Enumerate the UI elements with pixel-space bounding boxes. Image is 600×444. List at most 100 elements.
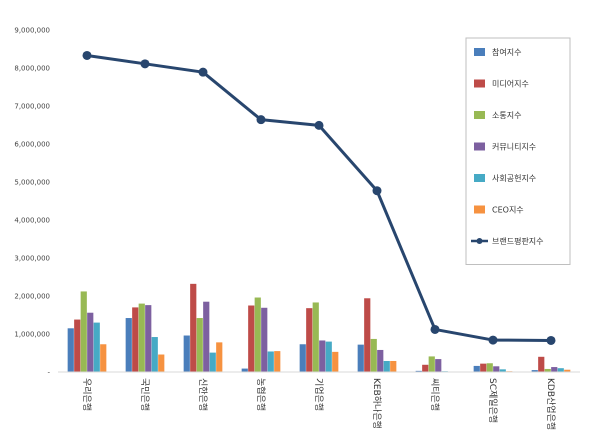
bar <box>248 305 255 372</box>
bar <box>151 337 158 372</box>
line-point <box>546 335 556 345</box>
bar <box>312 302 319 372</box>
legend-swatch-marker <box>476 238 483 244</box>
bar <box>138 303 145 372</box>
category-label: 농협은행 <box>255 378 267 411</box>
line-point <box>82 50 92 60</box>
bar <box>473 365 480 372</box>
bar <box>183 335 190 372</box>
y-tick-label: 1,000,000 <box>14 331 50 339</box>
y-tick-label: - <box>47 369 50 377</box>
y-tick-label: 2,000,000 <box>14 293 50 301</box>
bar <box>428 356 435 372</box>
category-label: KEB하나은행 <box>371 378 383 429</box>
y-axis: - 1,000,000 2,000,000 3,000,000 4,000,000 5,0… <box>14 27 50 377</box>
line-point <box>140 59 150 69</box>
legend-label: 사회공헌지수 <box>492 174 536 183</box>
y-tick-label: 4,000,000 <box>14 217 50 225</box>
legend-label: CEO지수 <box>492 206 524 215</box>
bar <box>158 354 165 372</box>
legend-swatch <box>474 142 485 151</box>
bar <box>299 344 306 372</box>
line-point <box>256 115 266 125</box>
bar <box>74 319 81 372</box>
bar <box>377 349 384 372</box>
bar <box>80 291 87 372</box>
bar <box>216 342 223 372</box>
category-label: 기업은행 <box>313 378 325 411</box>
bar <box>254 297 261 372</box>
legend-swatch <box>474 174 485 182</box>
brand-index-line <box>82 50 556 345</box>
bar <box>132 307 139 372</box>
bar <box>125 318 132 372</box>
bar <box>480 363 487 372</box>
bar <box>486 363 493 372</box>
bar <box>544 368 551 372</box>
bar <box>415 370 422 372</box>
y-tick-label: 9,000,000 <box>14 27 50 35</box>
legend-swatch <box>474 48 485 56</box>
bar <box>364 298 371 372</box>
legend-swatch <box>474 111 485 119</box>
bar <box>370 338 377 372</box>
bar <box>551 367 558 372</box>
bar <box>203 301 210 372</box>
category-label: KDB산업은행 <box>545 378 557 430</box>
y-tick-label: 6,000,000 <box>14 141 50 149</box>
bar <box>209 352 216 372</box>
line-point <box>198 67 208 77</box>
bar <box>383 360 390 372</box>
bar <box>190 283 197 372</box>
bar <box>100 344 107 372</box>
legend-swatch <box>474 79 485 88</box>
x-axis: 우리은행 국민은행 신한은행 농협은행 기업은행 KEB하나은행 씨티은행 SC제일은행 KDB… <box>58 371 580 430</box>
category-label: 우리은행 <box>81 378 93 411</box>
y-tick-label: 5,000,000 <box>14 179 50 187</box>
bar <box>557 368 564 372</box>
bar <box>93 322 100 372</box>
bar <box>332 351 339 372</box>
bar <box>261 307 268 372</box>
bars <box>67 283 571 372</box>
category-label: 신한은행 <box>197 378 209 411</box>
legend-label: 브랜드평판지수 <box>492 236 544 246</box>
category-label: 국민은행 <box>139 378 151 411</box>
bar <box>196 318 203 372</box>
line-point <box>430 324 440 334</box>
bar <box>145 305 152 372</box>
bar <box>87 312 94 372</box>
legend-label: 소통지수 <box>492 111 521 120</box>
category-label: 씨티은행 <box>429 378 441 411</box>
y-tick-label: 3,000,000 <box>14 255 50 263</box>
bar <box>319 340 326 372</box>
bar <box>67 328 74 372</box>
legend-label: 미디어지수 <box>492 79 529 89</box>
bar <box>493 366 500 372</box>
bar <box>274 351 281 372</box>
bar <box>499 369 506 372</box>
bar <box>357 344 364 372</box>
bar <box>325 341 332 372</box>
y-tick-label: 8,000,000 <box>14 65 50 73</box>
bar <box>267 351 274 372</box>
bar <box>564 369 571 372</box>
bar <box>306 308 313 372</box>
bar <box>241 368 248 372</box>
legend-label: 참여지수 <box>492 47 521 57</box>
legend-label: 커뮤니티지수 <box>492 142 536 152</box>
category-label: SC제일은행 <box>487 378 499 423</box>
bar <box>422 364 429 372</box>
legend-box <box>465 37 571 265</box>
y-tick-label: 7,000,000 <box>14 103 50 111</box>
legend-swatch <box>474 205 485 214</box>
line-point <box>488 335 498 345</box>
bar <box>531 370 538 372</box>
bar <box>390 360 397 372</box>
line-point <box>314 120 324 130</box>
bar <box>538 356 545 372</box>
bar <box>435 359 442 372</box>
line-point <box>372 186 382 196</box>
